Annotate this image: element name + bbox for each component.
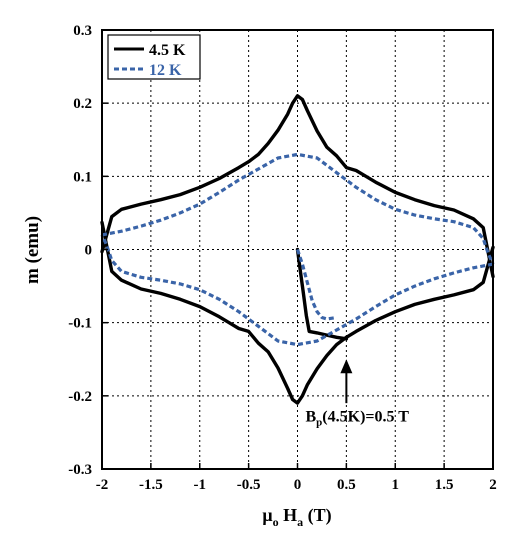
y-tick-label: 0.3 [73,23,92,39]
y-tick-label: 0.1 [73,169,92,185]
y-tick-label: 0 [85,243,93,259]
x-tick-label: -0.5 [237,477,261,493]
legend: 4.5 K 12 K [107,34,201,80]
x-tick-label: 1 [392,477,400,493]
legend-label-4-5K: 4.5 K [149,42,186,59]
data-curves [100,94,495,405]
annotation-label: Bp(4.5K)=0.5 T [306,408,410,428]
y-tick-label: -0.3 [68,462,92,478]
series-0-branch-1-line [100,220,495,405]
legend-box [107,34,201,80]
y-tick-label: -0.2 [68,389,92,405]
series-0-branch-0-line [100,94,495,279]
grid-lines [102,30,493,469]
series-0-branch-2-line [295,247,349,341]
x-tick-label: 0.5 [337,477,356,493]
y-tick-label: -0.1 [68,316,92,332]
x-tick-label: 2 [489,477,497,493]
y-tick-label: 0.2 [73,96,92,112]
annotation-arrow-head [340,359,353,374]
x-tick-label: -2 [96,477,109,493]
x-axis-label: μo Ha (T) [262,505,331,529]
x-tick-label: -1 [194,477,207,493]
x-tick-label: -1.5 [139,477,163,493]
tick-labels: -2 -1.5 -1 -0.5 0 0.5 1 1.5 2 -0.3 -0.2 -0.1 0 0.1 0.2… [68,23,497,493]
x-tick-label: 0 [294,477,302,493]
series-1-branch-2-line [295,248,337,321]
annotation: Bp(4.5K)=0.5 T [306,359,410,428]
y-axis-label: m (emu) [22,216,43,284]
axis-ticks [101,29,494,470]
x-tick-label: 1.5 [435,477,454,493]
legend-label-12K: 12 K [149,62,182,79]
